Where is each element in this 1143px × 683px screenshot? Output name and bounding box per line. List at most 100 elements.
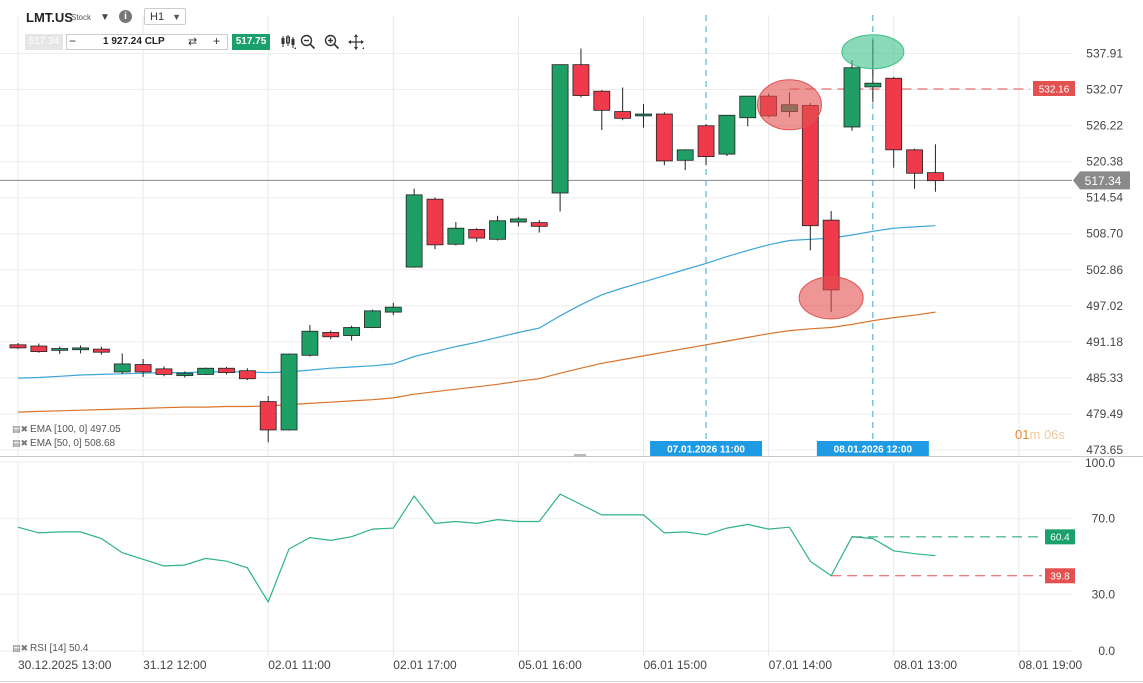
candle-body: [718, 114, 736, 155]
y-tick-label: 532.07: [1086, 83, 1123, 97]
candle-body: [134, 364, 152, 373]
y-tick-label: 508.70: [1086, 227, 1123, 241]
y-tick-label: 526.22: [1086, 119, 1123, 133]
rsi-chart[interactable]: [17, 493, 1042, 604]
candle-body: [93, 348, 110, 353]
candle-body: [697, 125, 715, 158]
y-tick-label: 479.49: [1086, 407, 1123, 421]
candle: [655, 112, 673, 166]
countdown-minutes: 01: [1015, 427, 1030, 442]
candle-body: [885, 77, 903, 151]
candle: [468, 228, 486, 242]
candle-body: [405, 194, 423, 268]
candle-body: [155, 368, 173, 375]
candle-body: [614, 111, 632, 119]
current-price-badge: 517.34: [1073, 171, 1130, 190]
zoom-out-icon[interactable]: [299, 33, 317, 51]
candle: [259, 396, 277, 443]
zoom-in-icon[interactable]: [323, 33, 341, 51]
candle: [530, 220, 548, 233]
candle-body: [218, 367, 235, 373]
candle: [426, 197, 444, 250]
y-tick-label: 514.54: [1086, 191, 1123, 205]
timeframe-select[interactable]: H1 ▼: [144, 8, 186, 25]
candle: [72, 345, 89, 354]
candle: [322, 330, 340, 340]
sell-button[interactable]: 517.34: [25, 34, 63, 50]
candle-body: [655, 113, 673, 162]
candle-body: [447, 227, 465, 245]
countdown-seconds-unit: s: [1058, 427, 1065, 442]
candle-body: [843, 67, 861, 128]
volume-minus-button[interactable]: −: [69, 34, 77, 48]
volume-plus-button[interactable]: +: [213, 34, 221, 48]
countdown-minutes-unit: m: [1029, 427, 1041, 442]
candle: [384, 302, 402, 316]
candle-body: [864, 82, 882, 88]
ema-100-legend[interactable]: ▤✖ EMA [100, 0] 497.05: [12, 424, 121, 435]
highlight-ellipse-high: [841, 34, 905, 70]
badge-text: 517.34: [1085, 174, 1122, 188]
badge-bg: [1033, 80, 1075, 96]
rsi-level-low-badge: 39.8: [1045, 568, 1075, 584]
info-icon[interactable]: i: [119, 10, 132, 23]
price-chart[interactable]: 07.01.2026 11:00 08.01.2026 12:00: [0, 15, 1072, 456]
candle: [301, 325, 319, 357]
candle-body: [551, 64, 569, 194]
swap-icon[interactable]: ⇄: [188, 36, 198, 48]
candle-body: [489, 220, 506, 240]
ema-50-legend[interactable]: ▤✖ EMA [50, 0] 508.68: [12, 438, 115, 449]
ema-100-label: EMA [100, 0] 497.05: [30, 424, 121, 435]
chart-toolbar: LMT.US Stock ▼ i H1 ▼ 517.34 − 1 927.24 …: [0, 0, 1143, 56]
volume-stepper[interactable]: − 1 927.24 CLP ⇄ +: [66, 34, 228, 50]
volume-value[interactable]: 1 927.24 CLP: [103, 36, 165, 47]
candle-body: [364, 310, 381, 328]
candle: [343, 325, 361, 341]
candle: [238, 368, 256, 380]
candle-body: [927, 172, 944, 182]
y-tick-label: 520.38: [1086, 155, 1123, 169]
highlight-ellipse-shoulder: [756, 79, 822, 131]
rsi-legend[interactable]: ▤✖ RSI [14] 50.4: [12, 643, 88, 654]
badge-bg: [1045, 529, 1075, 545]
buy-button[interactable]: 517.75: [232, 34, 270, 50]
candle-countdown: 01m 06s: [1015, 427, 1065, 442]
candle: [364, 309, 381, 329]
x-tick-label: 02.01 17:00: [393, 658, 457, 672]
candle: [572, 48, 590, 98]
candle-body: [30, 345, 48, 352]
candlestick-type-icon[interactable]: [279, 33, 297, 51]
rsi-level-high-badge: 60.4: [1045, 529, 1075, 545]
crosshair-move-icon[interactable]: [347, 33, 365, 51]
candle: [843, 60, 861, 131]
candle: [93, 346, 110, 355]
y-tick-label: 537.91: [1086, 47, 1123, 61]
rsi-y-tick-label: 100.0: [1085, 456, 1115, 470]
symbol-name[interactable]: LMT.US: [26, 10, 73, 25]
badge-bg: [1073, 171, 1130, 190]
x-tick-label: 08.01 13:00: [894, 658, 958, 672]
candle-body: [322, 332, 340, 338]
candle: [218, 367, 235, 375]
candle-body: [113, 363, 131, 373]
candle-body: [426, 198, 444, 246]
candle: [30, 343, 48, 353]
timeframe-value: H1: [150, 11, 165, 23]
symbol-dropdown-icon[interactable]: ▼: [100, 12, 110, 23]
indicator-settings-icon[interactable]: ▤✖: [12, 438, 29, 448]
pane-resize-handle: [574, 454, 586, 457]
time-marker-text: 07.01.2026 11:00: [667, 445, 745, 456]
indicator-settings-icon[interactable]: ▤✖: [12, 643, 29, 653]
candle: [155, 366, 173, 377]
candle: [718, 114, 736, 156]
indicator-settings-icon[interactable]: ▤✖: [12, 424, 29, 434]
candle-body: [593, 90, 611, 111]
y-tick-label: 491.18: [1086, 335, 1123, 349]
candle: [927, 144, 944, 192]
candle: [614, 87, 632, 121]
time-marker-bg: [816, 441, 929, 456]
candle: [509, 217, 527, 227]
rsi-y-tick-label: 30.0: [1092, 587, 1116, 601]
ema-50-line: [17, 225, 936, 379]
